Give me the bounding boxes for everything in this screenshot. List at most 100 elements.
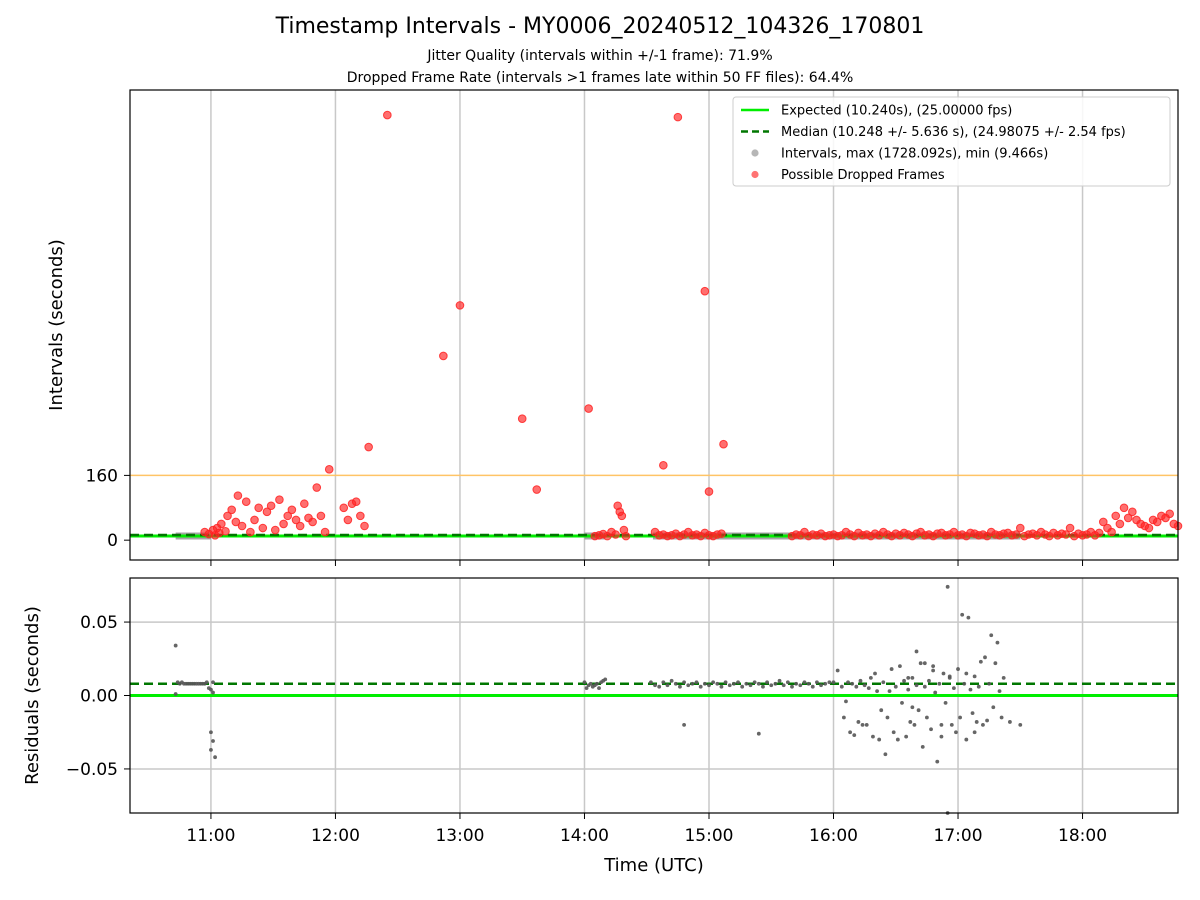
dropped-frame-point xyxy=(320,527,330,537)
residual-point xyxy=(976,684,981,689)
dropped-frame-point xyxy=(517,414,527,424)
residual-point xyxy=(937,681,942,686)
residual-point xyxy=(991,705,996,710)
residual-point xyxy=(985,718,989,723)
top-frame xyxy=(129,89,1179,561)
residual-point xyxy=(690,681,695,686)
residual-point xyxy=(999,715,1004,720)
top-y-axis-label: Intervals (seconds) xyxy=(46,239,67,411)
dropped-frame-point xyxy=(704,487,714,496)
residual-point xyxy=(1008,720,1012,724)
residual-point xyxy=(854,684,859,689)
residual-point xyxy=(209,730,213,735)
residual-point xyxy=(885,715,890,720)
residual-point xyxy=(597,686,601,691)
residual-point xyxy=(939,734,944,739)
residual-point xyxy=(211,739,215,743)
residual-point xyxy=(682,680,686,685)
residual-point xyxy=(875,689,879,693)
residual-point xyxy=(860,722,865,727)
x-tick-label: 14:00 xyxy=(560,826,609,846)
residual-point xyxy=(173,643,178,648)
bottom-panel: 11:00 12:00 13:00 14:00 15:00 16:00 17:00 18:00… xyxy=(66,577,1179,846)
residual-point xyxy=(927,678,931,683)
residual-point xyxy=(920,745,925,749)
chart-title: Timestamp Intervals - MY0006_20240512_10… xyxy=(275,14,925,39)
residual-point xyxy=(887,689,892,693)
residual-point xyxy=(819,683,823,688)
residual-point xyxy=(661,680,666,685)
residual-point xyxy=(673,681,678,686)
bottom-y-tick-label: 0.00 xyxy=(80,687,118,707)
residual-point xyxy=(987,681,992,686)
residual-point xyxy=(906,675,911,680)
residual-point xyxy=(769,683,774,688)
residual-point xyxy=(858,678,863,683)
residual-point xyxy=(912,722,917,727)
residual-point xyxy=(835,668,840,673)
dropped-frame-point xyxy=(1011,530,1021,539)
residual-point xyxy=(595,681,599,686)
residual-point xyxy=(665,683,670,688)
residual-point xyxy=(736,680,740,685)
x-tick-label: 11:00 xyxy=(186,826,235,846)
residual-point xyxy=(898,664,902,669)
residual-point xyxy=(866,686,871,691)
residual-point xyxy=(1018,722,1023,727)
residual-point xyxy=(993,661,998,666)
residual-point xyxy=(918,661,923,666)
residual-point xyxy=(698,684,703,689)
bottom-y-axis-label: Residuals (seconds) xyxy=(22,606,43,785)
dropped-frame-point xyxy=(383,110,392,120)
residual-point xyxy=(914,683,919,688)
legend: Expected (10.240s), (25.00000 fps) Median… xyxy=(732,96,1171,187)
residual-point xyxy=(871,734,875,739)
dropped-frame-point xyxy=(1107,527,1116,537)
residual-point xyxy=(902,678,906,683)
dropped-frame-point xyxy=(270,525,280,535)
legend-label: Possible Dropped Frames xyxy=(781,168,945,183)
dropped-frame-point xyxy=(717,529,726,538)
residual-point xyxy=(935,759,940,764)
residual-point xyxy=(727,683,732,688)
residual-point xyxy=(715,681,720,686)
dropped-frame-point xyxy=(283,511,293,521)
residual-point xyxy=(868,675,873,680)
residual-point xyxy=(966,615,971,620)
residual-point xyxy=(794,681,799,686)
dropped-frame-point xyxy=(262,507,272,517)
residual-point xyxy=(657,684,662,689)
dropped-frame-point xyxy=(1098,517,1108,527)
dropped-frame-point xyxy=(233,491,243,500)
residual-point xyxy=(922,661,927,666)
dropped-frame-point xyxy=(1119,503,1129,513)
residual-point xyxy=(924,715,929,720)
residual-point xyxy=(798,683,803,688)
residual-point xyxy=(951,686,956,691)
x-tick-label: 13:00 xyxy=(435,826,484,846)
residual-point xyxy=(981,722,985,727)
dropped-frame-point xyxy=(621,531,631,541)
dropped-frame-point xyxy=(258,523,268,533)
residual-point xyxy=(711,680,716,685)
residual-point xyxy=(785,680,790,685)
dropped-frame-point xyxy=(287,505,297,515)
residual-point xyxy=(873,671,877,676)
residual-point xyxy=(850,681,855,686)
dropped-frame-point xyxy=(275,495,284,504)
residual-point xyxy=(213,755,217,760)
dropped-frame-point xyxy=(308,517,317,527)
residual-point xyxy=(864,722,869,727)
residual-point xyxy=(939,722,944,727)
dropped-frame-point xyxy=(343,515,353,525)
residual-point xyxy=(856,720,861,724)
residual-point xyxy=(844,699,848,704)
dropped-frame-point xyxy=(279,519,288,529)
residual-point xyxy=(588,681,593,686)
residual-point xyxy=(879,708,884,713)
residual-point xyxy=(877,737,882,742)
residual-point xyxy=(908,720,913,724)
dropped-frame-point xyxy=(1165,509,1174,519)
dropped-frame-point xyxy=(300,499,309,509)
dropped-frame-point xyxy=(237,521,247,531)
